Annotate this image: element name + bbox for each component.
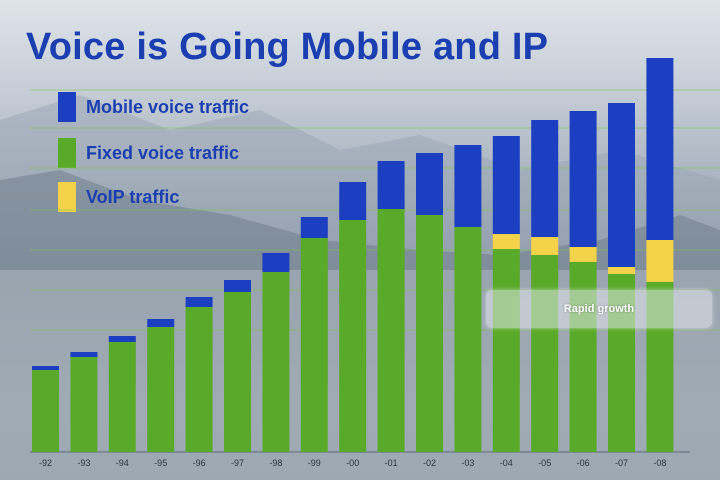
x-tick-label: -93 [77,458,90,468]
bar-fixed-96 [185,307,213,452]
bar-mobile-00 [339,182,367,220]
bar-fixed-01 [377,209,405,452]
bar-fixed-97 [224,292,251,452]
bar-fixed-05 [531,255,559,452]
bar-voip-06 [569,247,597,262]
bar-mobile-93 [70,352,98,357]
legend-swatch-voip [58,182,76,212]
legend-swatch-fixed [58,138,76,168]
bar-fixed-00 [339,220,367,452]
bar-mobile-96 [185,297,213,307]
legend-item-fixed: Fixed voice traffic [58,138,239,168]
bar-fixed-93 [70,357,98,452]
x-tick-label: -98 [269,458,282,468]
x-tick-label: -05 [538,458,551,468]
x-tick-label: -07 [615,458,628,468]
bar-fixed-99 [300,238,328,452]
bar-fixed-03 [454,227,482,452]
bar-fixed-02 [416,215,443,452]
bar-voip-05 [531,237,559,255]
bar-mobile-92 [32,366,59,370]
x-tick-label: -03 [461,458,474,468]
bar-mobile-04 [492,136,520,234]
bar-fixed-92 [32,370,59,452]
x-tick-label: -92 [39,458,52,468]
legend-swatch-mobile [58,92,76,122]
bar-fixed-95 [147,327,175,452]
legend-label-voip: VoIP traffic [86,186,180,207]
legend-item-mobile: Mobile voice traffic [58,92,249,122]
chart-title: Voice is Going Mobile and IP [26,26,549,68]
bar-fixed-04 [492,249,520,452]
x-tick-label: -96 [193,458,206,468]
bar-mobile-94 [108,336,136,342]
x-tick-label: -06 [577,458,590,468]
x-tick-label: -97 [231,458,244,468]
x-tick-label: -00 [346,458,359,468]
bar-mobile-07 [608,103,635,267]
bar-voip-04 [492,234,520,249]
legend-label-mobile: Mobile voice traffic [86,96,250,117]
x-tick-label: -08 [653,458,666,468]
annotation-label: Rapid growth [563,303,635,315]
bar-mobile-95 [147,319,175,327]
bar-fixed-94 [108,342,136,452]
bar-mobile-05 [531,120,559,237]
bar-mobile-08 [646,58,674,240]
legend-item-voip: VoIP traffic [58,182,179,212]
x-tick-label: -04 [500,458,513,468]
x-tick-label: -01 [385,458,398,468]
legend-label-fixed: Fixed voice traffic [86,142,240,163]
bar-mobile-99 [300,217,328,238]
bar-voip-08 [646,240,674,282]
x-tick-label: -94 [116,458,129,468]
x-tick-label: -02 [423,458,436,468]
bar-mobile-01 [377,161,405,209]
bar-mobile-97 [224,280,251,292]
bar-mobile-02 [416,153,443,215]
x-tick-label: -99 [308,458,321,468]
bar-mobile-98 [262,253,290,272]
bar-fixed-98 [262,272,290,452]
rapid-growth-annotation: Rapid growth [486,290,712,328]
x-tick-label: -95 [154,458,167,468]
bar-mobile-03 [454,145,482,227]
bar-voip-07 [608,267,635,274]
bar-mobile-06 [569,111,597,247]
